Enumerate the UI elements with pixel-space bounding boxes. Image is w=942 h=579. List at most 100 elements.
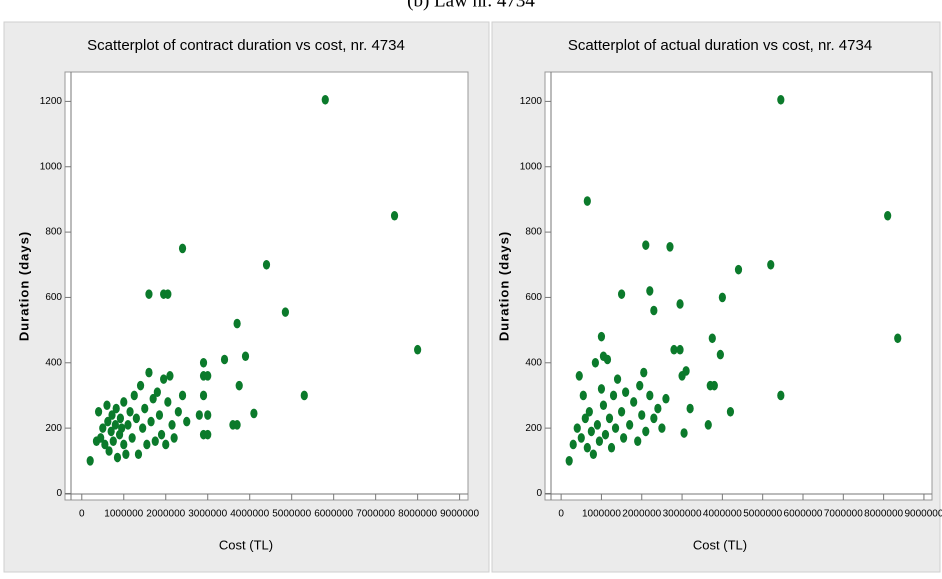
point — [597, 331, 606, 342]
point — [670, 344, 678, 355]
caption: (b) Law nr. 4734 — [407, 0, 535, 11]
point — [654, 403, 662, 414]
point — [204, 410, 212, 420]
y-tick-label: 800 — [45, 227, 62, 238]
x-tick-label: 2000000 — [146, 509, 185, 520]
y-tick-label: 1200 — [40, 96, 63, 107]
point — [626, 420, 634, 430]
point — [583, 442, 591, 453]
point — [682, 366, 690, 376]
point — [414, 344, 422, 355]
y-tick-label: 1000 — [520, 161, 543, 172]
point — [650, 305, 658, 316]
point — [646, 390, 654, 401]
point — [164, 289, 172, 299]
point — [122, 449, 130, 460]
x-tick-label: 0 — [79, 509, 85, 520]
point — [195, 410, 203, 420]
point — [103, 400, 111, 411]
plot-area — [544, 71, 933, 501]
point — [595, 436, 604, 446]
point — [565, 455, 573, 466]
point — [199, 390, 208, 401]
point — [166, 371, 174, 381]
point — [777, 390, 785, 401]
point — [676, 299, 684, 309]
point — [126, 406, 134, 417]
chart-title: Scatterplot of actual duration vs cost, … — [568, 37, 872, 54]
y-axis-label: Duration (days) — [16, 231, 31, 341]
x-tick-label: 2000000 — [622, 509, 661, 520]
point — [157, 429, 166, 440]
point — [638, 410, 646, 420]
point — [233, 318, 241, 329]
x-tick-label: 8000000 — [864, 509, 903, 520]
point — [591, 357, 599, 368]
x-tick-label: 6000000 — [784, 509, 823, 520]
point — [599, 400, 608, 411]
point — [577, 433, 585, 443]
point — [105, 446, 113, 456]
point — [149, 393, 157, 404]
point — [124, 420, 132, 430]
point — [601, 429, 610, 440]
point — [151, 436, 159, 446]
point — [894, 333, 902, 344]
point — [390, 210, 399, 221]
point — [646, 286, 654, 296]
x-tick-label: 9000000 — [904, 509, 942, 520]
point — [579, 390, 587, 401]
point — [622, 387, 630, 397]
point — [141, 403, 149, 414]
x-tick-label: 8000000 — [398, 509, 437, 520]
point — [199, 357, 208, 368]
point — [113, 452, 122, 463]
point — [204, 371, 212, 381]
point — [642, 240, 650, 250]
point — [716, 349, 724, 360]
point — [250, 408, 258, 419]
x-tick-label: 1000000 — [582, 509, 621, 520]
point — [575, 371, 583, 381]
point — [108, 410, 116, 420]
point — [120, 397, 128, 407]
point — [128, 433, 136, 443]
point — [168, 420, 176, 430]
point — [603, 354, 612, 365]
plot-area — [64, 71, 469, 501]
point — [884, 210, 892, 221]
point — [710, 380, 718, 391]
point — [605, 413, 614, 424]
point — [111, 420, 119, 430]
y-tick-label: 1000 — [40, 161, 63, 172]
point — [676, 344, 684, 355]
point — [650, 413, 658, 424]
point — [281, 307, 289, 317]
point — [726, 406, 735, 417]
point — [143, 439, 151, 450]
y-tick-label: 200 — [525, 423, 542, 434]
point — [132, 413, 140, 424]
point — [617, 289, 626, 299]
point — [134, 449, 143, 460]
point — [147, 416, 155, 427]
point — [136, 380, 145, 391]
point — [642, 426, 650, 437]
point — [233, 420, 241, 430]
y-tick-label: 1200 — [520, 96, 543, 107]
point — [609, 390, 618, 401]
point — [587, 426, 595, 437]
y-tick-label: 400 — [45, 357, 62, 368]
y-tick-label: 0 — [56, 488, 62, 499]
point — [160, 374, 168, 384]
point — [704, 420, 712, 430]
point — [585, 406, 593, 417]
y-tick-label: 800 — [525, 227, 542, 238]
x-tick-label: 6000000 — [314, 509, 353, 520]
point — [686, 403, 694, 414]
point — [658, 423, 666, 433]
point — [569, 439, 577, 450]
x-tick-label: 4000000 — [230, 509, 269, 520]
point — [145, 367, 153, 378]
